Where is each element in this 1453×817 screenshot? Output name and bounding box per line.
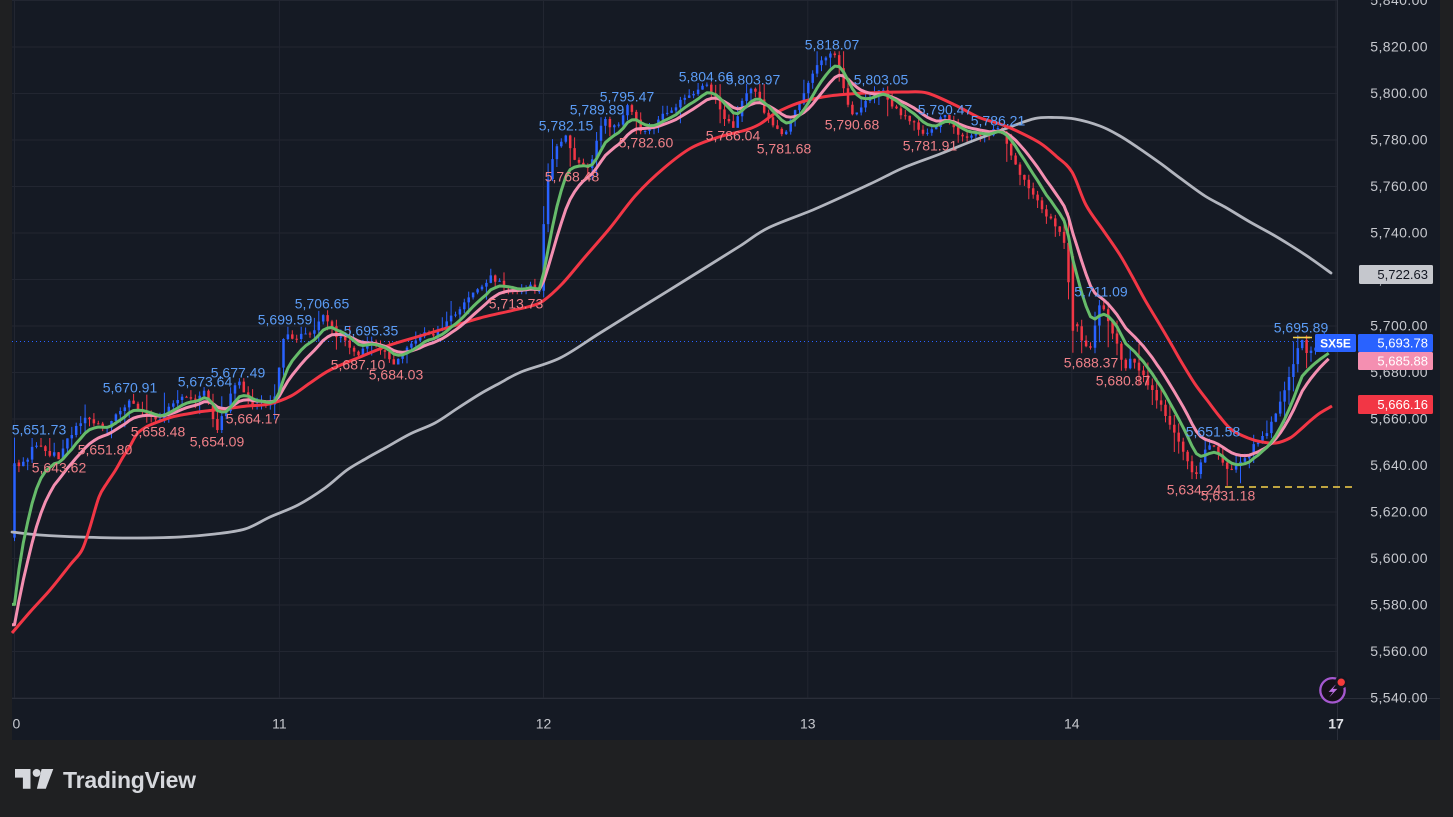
svg-text:5,664.17: 5,664.17 <box>226 411 281 427</box>
svg-text:5,818.07: 5,818.07 <box>805 37 860 53</box>
svg-text:5,684.03: 5,684.03 <box>369 367 424 383</box>
svg-text:5,782.15: 5,782.15 <box>539 118 594 134</box>
svg-text:5,540.00: 5,540.00 <box>1370 690 1428 706</box>
svg-text:5,620.00: 5,620.00 <box>1370 504 1428 520</box>
svg-text:5,722.63: 5,722.63 <box>1377 267 1428 282</box>
svg-text:5,795.47: 5,795.47 <box>600 89 655 105</box>
svg-text:12: 12 <box>536 716 552 732</box>
svg-text:5,700.00: 5,700.00 <box>1370 318 1428 334</box>
svg-text:5,706.65: 5,706.65 <box>295 296 350 312</box>
svg-text:5,634.24: 5,634.24 <box>1167 482 1222 498</box>
svg-text:5,670.91: 5,670.91 <box>103 380 158 396</box>
svg-text:5,651.58: 5,651.58 <box>1186 424 1241 440</box>
svg-text:5,688.37: 5,688.37 <box>1064 355 1119 371</box>
svg-text:5,699.59: 5,699.59 <box>258 312 313 328</box>
svg-text:5,654.09: 5,654.09 <box>190 434 245 450</box>
svg-text:5,820.00: 5,820.00 <box>1370 39 1428 55</box>
svg-text:5,803.05: 5,803.05 <box>854 72 909 88</box>
svg-text:5,786.21: 5,786.21 <box>971 113 1026 129</box>
svg-text:5,658.48: 5,658.48 <box>131 424 186 440</box>
svg-text:5,643.62: 5,643.62 <box>32 460 87 476</box>
svg-text:5,651.73: 5,651.73 <box>12 422 67 438</box>
svg-text:5,782.60: 5,782.60 <box>619 135 674 151</box>
svg-text:5,781.68: 5,781.68 <box>757 141 812 157</box>
svg-text:0: 0 <box>13 716 21 732</box>
svg-text:5,711.09: 5,711.09 <box>1074 284 1128 300</box>
svg-text:13: 13 <box>800 716 816 732</box>
svg-text:5,640.00: 5,640.00 <box>1370 457 1428 473</box>
svg-text:5,687.10: 5,687.10 <box>331 357 386 373</box>
svg-text:5,804.66: 5,804.66 <box>679 69 734 85</box>
svg-text:5,695.35: 5,695.35 <box>344 323 399 339</box>
svg-text:5,680.87: 5,680.87 <box>1096 373 1151 389</box>
svg-text:5,695.89: 5,695.89 <box>1274 320 1329 336</box>
svg-text:5,790.68: 5,790.68 <box>825 117 880 133</box>
svg-text:5,781.91: 5,781.91 <box>903 138 958 154</box>
svg-text:5,760.00: 5,760.00 <box>1370 178 1428 194</box>
svg-text:14: 14 <box>1064 716 1080 732</box>
svg-text:5,560.00: 5,560.00 <box>1370 643 1428 659</box>
svg-text:5,840.00: 5,840.00 <box>1370 0 1428 8</box>
svg-text:5,740.00: 5,740.00 <box>1370 225 1428 241</box>
svg-text:5,800.00: 5,800.00 <box>1370 85 1428 101</box>
svg-text:17: 17 <box>1328 716 1344 732</box>
svg-text:5,660.00: 5,660.00 <box>1370 411 1428 427</box>
svg-text:11: 11 <box>272 716 287 732</box>
svg-text:5,780.00: 5,780.00 <box>1370 132 1428 148</box>
svg-text:5,693.78: 5,693.78 <box>1377 336 1428 351</box>
svg-text:5,677.49: 5,677.49 <box>211 365 266 381</box>
svg-text:5,631.18: 5,631.18 <box>1201 488 1256 504</box>
svg-text:5,580.00: 5,580.00 <box>1370 597 1428 613</box>
svg-text:5,768.48: 5,768.48 <box>545 169 600 185</box>
svg-text:TradingView: TradingView <box>63 767 196 793</box>
svg-text:5,713.73: 5,713.73 <box>489 296 544 312</box>
svg-text:5,673.64: 5,673.64 <box>178 374 233 390</box>
svg-text:5,685.88: 5,685.88 <box>1377 354 1428 369</box>
svg-text:5,666.16: 5,666.16 <box>1377 397 1428 412</box>
svg-text:5,803.97: 5,803.97 <box>726 72 781 88</box>
svg-text:SX5E: SX5E <box>1320 336 1351 350</box>
svg-text:5,651.80: 5,651.80 <box>78 442 133 458</box>
svg-text:5,786.04: 5,786.04 <box>706 128 761 144</box>
svg-text:5,790.47: 5,790.47 <box>918 102 973 118</box>
svg-text:5,789.89: 5,789.89 <box>570 102 625 118</box>
svg-text:5,600.00: 5,600.00 <box>1370 550 1428 566</box>
